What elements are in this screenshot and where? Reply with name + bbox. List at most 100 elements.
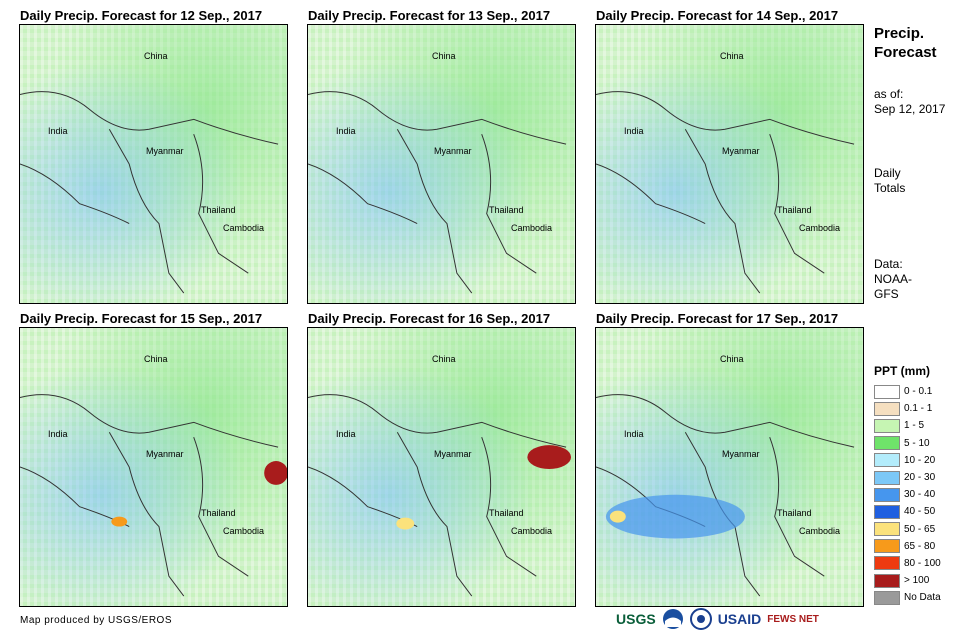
label-myanmar: Myanmar: [434, 449, 472, 459]
legend-swatch: [874, 436, 900, 451]
label-myanmar: Myanmar: [722, 449, 760, 459]
map-panel-sep12: China India Myanmar Thailand Cambodia: [19, 24, 288, 304]
legend: 0 - 0.1 0.1 - 1 1 - 5 5 - 10 10 - 20 20 - 30 3…: [874, 383, 941, 606]
label-china: China: [432, 51, 456, 61]
legend-swatch: [874, 470, 900, 485]
legend-label: 40 - 50: [904, 506, 936, 518]
sidebar-title-line1: Precip.: [874, 25, 925, 42]
sidebar-title: Precip. Forecast: [874, 24, 937, 62]
data-source-line2: GFS: [874, 287, 899, 301]
label-india: India: [624, 429, 644, 439]
label-cambodia: Cambodia: [511, 223, 553, 233]
label-thailand: Thailand: [489, 508, 524, 518]
label-china: China: [144, 354, 168, 364]
legend-item: 40 - 50: [874, 503, 941, 520]
legend-swatch: [874, 487, 900, 502]
label-india: India: [48, 429, 68, 439]
label-cambodia: Cambodia: [799, 526, 841, 536]
label-cambodia: Cambodia: [223, 526, 265, 536]
legend-item: 0.1 - 1: [874, 400, 941, 417]
label-cambodia: Cambodia: [223, 223, 265, 233]
asof-block: as of: Sep 12, 2017: [874, 87, 945, 117]
legend-label: 5 - 10: [904, 437, 930, 449]
legend-item: > 100: [874, 572, 941, 589]
label-myanmar: Myanmar: [146, 146, 184, 156]
legend-label: 0.1 - 1: [904, 403, 933, 415]
legend-item: 5 - 10: [874, 435, 941, 452]
label-china: China: [720, 354, 744, 364]
totals-block: Daily Totals: [874, 166, 905, 196]
label-china: China: [720, 51, 744, 61]
legend-swatch: [874, 590, 900, 605]
totals-line2: Totals: [874, 181, 906, 195]
legend-item: 80 - 100: [874, 555, 941, 572]
legend-label: 0 - 0.1: [904, 386, 933, 398]
label-myanmar: Myanmar: [722, 146, 760, 156]
panel-title-sep17: Daily Precip. Forecast for 17 Sep., 2017: [596, 311, 839, 326]
totals-line1: Daily: [874, 166, 901, 180]
panel-title-sep16: Daily Precip. Forecast for 16 Sep., 2017: [308, 311, 551, 326]
legend-swatch: [874, 522, 900, 537]
map-panel-sep16: China India Myanmar Thailand Cambodia: [307, 327, 576, 607]
data-source-block: Data: NOAA- GFS: [874, 257, 912, 302]
legend-item: 65 - 80: [874, 538, 941, 555]
panel-title-sep13: Daily Precip. Forecast for 13 Sep., 2017: [308, 8, 551, 23]
legend-label: 50 - 65: [904, 523, 936, 535]
sidebar-title-line2: Forecast: [874, 44, 937, 61]
legend-title: PPT (mm): [874, 364, 931, 378]
legend-item: 50 - 65: [874, 521, 941, 538]
label-thailand: Thailand: [201, 205, 236, 215]
country-borders: [596, 394, 855, 597]
legend-swatch: [874, 556, 900, 571]
usaid-logo: USAID: [717, 611, 762, 627]
legend-label: 80 - 100: [904, 557, 941, 569]
data-label: Data:: [874, 257, 903, 271]
legend-swatch: [874, 384, 900, 399]
legend-swatch: [874, 418, 900, 433]
legend-item: 1 - 5: [874, 417, 941, 434]
legend-swatch: [874, 453, 900, 468]
label-myanmar: Myanmar: [146, 449, 184, 459]
noaa-logo-icon: [662, 606, 684, 632]
legend-label: 30 - 40: [904, 489, 936, 501]
label-india: India: [48, 126, 68, 136]
map-panel-sep13: China India Myanmar Thailand Cambodia: [307, 24, 576, 304]
country-borders: [596, 91, 855, 294]
legend-label: 65 - 80: [904, 540, 936, 552]
legend-swatch: [874, 573, 900, 588]
label-cambodia: Cambodia: [799, 223, 841, 233]
legend-swatch: [874, 539, 900, 554]
legend-swatch: [874, 504, 900, 519]
label-thailand: Thailand: [201, 508, 236, 518]
label-myanmar: Myanmar: [434, 146, 472, 156]
label-thailand: Thailand: [777, 205, 812, 215]
panel-title-sep15: Daily Precip. Forecast for 15 Sep., 2017: [20, 311, 263, 326]
country-borders: [308, 394, 572, 597]
legend-item: 10 - 20: [874, 452, 941, 469]
legend-label: No Data: [904, 592, 941, 604]
label-india: India: [624, 126, 644, 136]
legend-item: 30 - 40: [874, 486, 941, 503]
legend-label: 20 - 30: [904, 472, 936, 484]
label-cambodia: Cambodia: [511, 526, 553, 536]
legend-label: > 100: [904, 575, 930, 587]
label-thailand: Thailand: [489, 205, 524, 215]
map-panel-sep15: China India Myanmar Thailand Cambodia: [19, 327, 288, 607]
legend-swatch: [874, 401, 900, 416]
label-india: India: [336, 126, 356, 136]
asof-date: Sep 12, 2017: [874, 102, 946, 116]
country-borders: [308, 91, 567, 294]
legend-label: 10 - 20: [904, 454, 936, 466]
asof-label: as of:: [874, 87, 904, 101]
legend-item: 20 - 30: [874, 469, 941, 486]
logo-strip: USGS USAID FEWS NET: [616, 604, 864, 634]
label-china: China: [144, 51, 168, 61]
label-india: India: [336, 429, 356, 439]
legend-item: No Data: [874, 589, 941, 606]
map-panel-sep17: China India Myanmar Thailand Cambodia: [595, 327, 864, 607]
country-borders: [20, 394, 287, 597]
panel-title-sep14: Daily Precip. Forecast for 14 Sep., 2017: [596, 8, 839, 23]
label-thailand: Thailand: [777, 508, 812, 518]
legend-label: 1 - 5: [904, 420, 925, 432]
usaid-seal-icon: [689, 606, 712, 632]
